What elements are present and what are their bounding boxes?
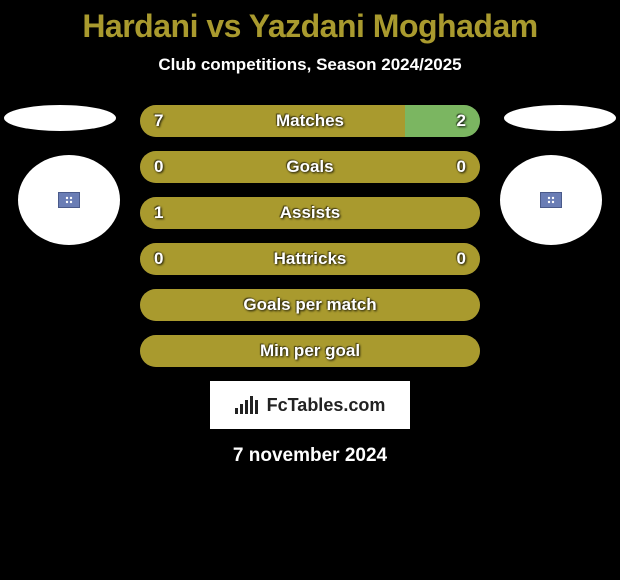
comparison-content: 72Matches 00Goals 1Assists 00Hattricks Goals… [0, 105, 620, 467]
stat-row: Min per goal [140, 335, 480, 367]
date-label: 7 november 2024 [0, 445, 620, 467]
brand-badge[interactable]: FcTables.com [210, 381, 410, 429]
page-subtitle: Club competitions, Season 2024/2025 [0, 55, 620, 75]
stat-label: Min per goal [140, 341, 480, 361]
stat-label: Hattricks [140, 249, 480, 269]
stat-label: Goals [140, 157, 480, 177]
stat-row: Goals per match [140, 289, 480, 321]
stat-label: Goals per match [140, 295, 480, 315]
left-player-badge-icon [58, 192, 80, 208]
stat-row: 00Goals [140, 151, 480, 183]
right-player-badge-icon [540, 192, 562, 208]
stat-row: 72Matches [140, 105, 480, 137]
stat-rows-container: 72Matches 00Goals 1Assists 00Hattricks Goals… [140, 105, 480, 367]
right-oval-decoration [504, 105, 616, 131]
right-player-avatar [500, 155, 602, 245]
stat-row: 00Hattricks [140, 243, 480, 275]
left-oval-decoration [4, 105, 116, 131]
brand-text: FcTables.com [267, 395, 386, 416]
page-title: Hardani vs Yazdani Moghadam [0, 0, 620, 45]
stat-row: 1Assists [140, 197, 480, 229]
stat-label: Matches [140, 111, 480, 131]
left-player-avatar [18, 155, 120, 245]
stat-label: Assists [140, 203, 480, 223]
brand-logo-icon [235, 396, 261, 414]
